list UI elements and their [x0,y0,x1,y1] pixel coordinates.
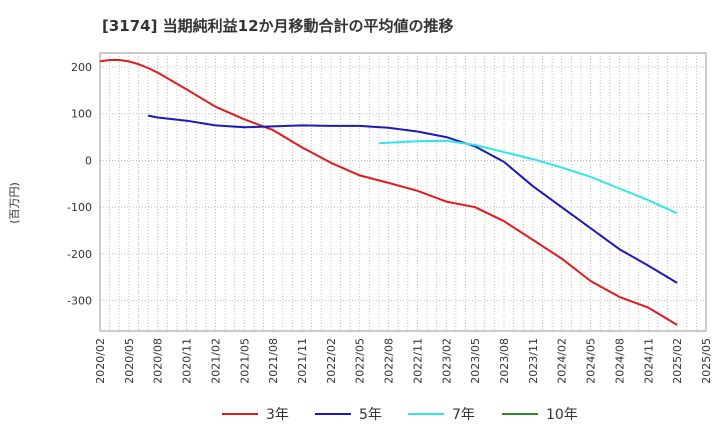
x-tick-label: 2020/02 [94,338,107,384]
x-tick-label: 2023/11 [527,338,540,384]
x-tick-label: 2024/05 [585,338,598,384]
y-tick-label: -100 [67,201,92,214]
x-tick-label: 2020/05 [123,338,136,384]
x-tick-label: 2025/05 [700,338,713,384]
x-tick-label: 2025/02 [671,338,684,384]
x-tick-label: 2021/05 [238,338,251,384]
x-tick-label: 2024/02 [556,338,569,384]
y-tick-label: 100 [71,108,92,121]
x-tick-label: 2020/08 [152,338,165,384]
y-axis-label: (百万円) [8,182,21,224]
series-lines [99,59,678,326]
x-tick-label: 2022/05 [354,338,367,384]
x-tick-label: 2024/11 [642,338,655,384]
series-line [147,114,678,284]
x-tick-label: 2021/02 [209,338,222,384]
y-tick-label: 200 [71,61,92,74]
x-tick-label: 2020/11 [181,338,194,384]
y-tick-label: -300 [67,295,92,308]
series-line [99,59,678,326]
x-axis: 2020/02 2020/05 2020/08 2020/11 2021/02 2021/… [94,338,713,384]
x-tick-label: 2023/05 [469,338,482,384]
x-tick-label: 2023/02 [440,338,453,384]
grid [100,53,706,331]
legend-item: 5年 [315,407,382,423]
x-tick-label: 2022/08 [383,338,396,384]
legend-label: 10年 [546,407,578,423]
legend-label: 3年 [266,407,289,423]
x-tick-label: 2022/11 [411,338,424,384]
x-tick-label: 2021/08 [267,338,280,384]
y-axis: 200 100 0 -100 -200 -300 [67,61,92,308]
x-tick-label: 2024/08 [613,338,626,384]
x-tick-label: 2021/11 [296,338,309,384]
legend-label: 5年 [359,407,382,423]
legend-label: 7年 [452,407,475,423]
x-tick-label: 2023/08 [498,338,511,384]
plot-frame [99,52,707,332]
x-tick-label: 2022/02 [325,338,338,384]
chart-title: [3174] 当期純利益12か月移動合計の平均値の推移 [102,17,454,35]
series-line [378,139,678,215]
legend-item: 7年 [408,407,475,423]
legend-item: 3年 [222,407,289,423]
legend: 3年 5年 7年 10年 [222,407,578,423]
y-tick-label: -200 [67,248,92,261]
legend-item: 10年 [502,407,578,423]
y-tick-label: 0 [85,154,92,167]
